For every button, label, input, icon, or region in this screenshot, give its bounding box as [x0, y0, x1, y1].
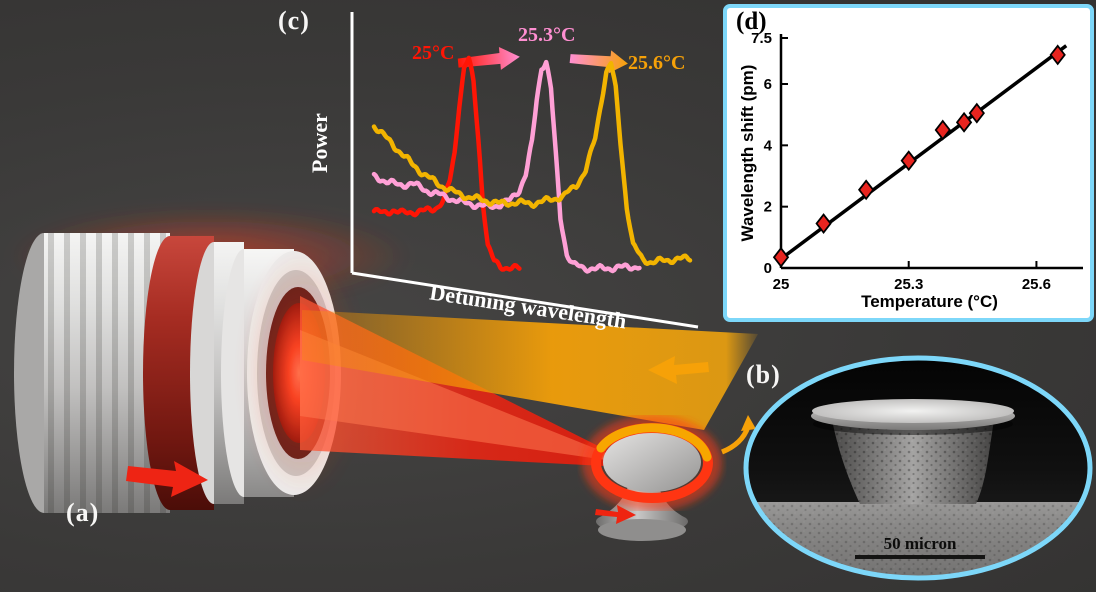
d-xlabel: Temperature (°C) — [861, 292, 998, 311]
d-y-tick-label: 7.5 — [751, 30, 772, 47]
scale-bar — [855, 555, 985, 559]
c-x-axis — [351, 271, 699, 329]
data-point-diamond — [815, 213, 832, 234]
panel-c-plot — [350, 12, 699, 329]
data-point-diamond — [955, 111, 973, 133]
pedestal-red-arrow-icon — [595, 505, 636, 524]
resonance-curve — [371, 59, 642, 274]
orange-beam — [302, 310, 758, 430]
resonance-curves — [371, 55, 693, 274]
temp-annotation-25: 25°C — [412, 42, 455, 64]
orange-arrow-left-icon — [648, 356, 709, 384]
panel-b-label: (b) — [746, 360, 781, 389]
gradient-arrow-pink-to-orange-icon — [569, 50, 628, 74]
d-y-tick-label: 0 — [764, 260, 772, 277]
d-y-tick-label: 6 — [764, 76, 772, 93]
scale-bar-label: 50 micron — [884, 534, 957, 553]
data-point-diamond — [934, 119, 951, 141]
d-x-tick-label: 25.3 — [894, 276, 923, 293]
microtoroid-resonator — [582, 415, 722, 541]
temp-annotation-25-3: 25.3°C — [518, 24, 576, 46]
data-point-diamond — [968, 102, 985, 124]
data-point-diamond — [900, 150, 917, 172]
toroid-disk — [603, 432, 701, 492]
temp-annotation-25-6: 25.6°C — [628, 52, 686, 74]
panel-b-sem: 50 micron — [743, 355, 1093, 581]
d-x-tick-label: 25.6 — [1022, 276, 1051, 293]
d-ylabel: Wavelength shift (pm) — [738, 64, 757, 242]
red-arrow-right-icon — [126, 461, 208, 497]
resonance-curve — [371, 60, 693, 267]
d-x-tick-label: 25 — [773, 276, 790, 293]
resonance-curve — [371, 55, 522, 272]
toroid-rim-orange — [596, 423, 712, 462]
data-point-diamond — [1049, 44, 1066, 66]
data-point-diamond — [772, 246, 790, 268]
c-ylabel: Power — [307, 113, 332, 173]
gradient-arrow-red-to-pink-icon — [457, 46, 520, 70]
panel-d-chart: 25 25.3 25.6 0 2 4 6 7.5 (d) Temperature (°C) W… — [723, 4, 1094, 322]
panel-c-label: (c) — [278, 6, 310, 35]
data-point-diamond — [858, 179, 875, 201]
toroid-circulation-arrow-icon — [721, 415, 756, 455]
panel-d-axes: 25 25.3 25.6 0 2 4 6 7.5 — [751, 30, 1083, 293]
pedestal-base — [598, 519, 686, 541]
d-y-tick-label: 2 — [764, 199, 772, 216]
d-y-tick-label: 4 — [764, 137, 773, 154]
panel-d-label: (d) — [736, 8, 767, 35]
panel-a-label: (a) — [66, 498, 100, 527]
sem-cyan-border — [743, 355, 1093, 581]
